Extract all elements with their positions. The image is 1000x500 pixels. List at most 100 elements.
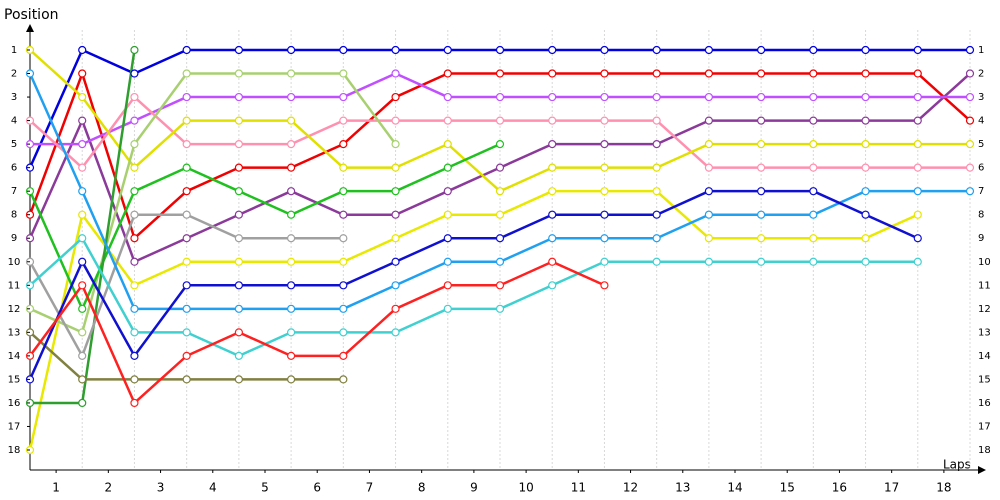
lap-marker [339, 69, 348, 78]
lap-marker [704, 69, 713, 78]
lap-marker [861, 45, 870, 55]
lap-marker [652, 116, 661, 125]
y-tick-label: 4 [11, 116, 17, 127]
y-tick-label-right: 6 [978, 163, 984, 174]
lap-marker [182, 375, 191, 384]
lap-marker [78, 398, 87, 408]
lap-marker [965, 140, 975, 149]
lap-marker [548, 281, 557, 290]
lap-marker [913, 187, 922, 196]
y-tick-label: 7 [11, 186, 17, 197]
lap-marker [130, 163, 139, 172]
y-tick-label-right: 5 [978, 139, 984, 150]
lap-marker [78, 375, 87, 384]
lap-marker [809, 92, 818, 102]
lap-marker [809, 140, 818, 149]
lap-marker [182, 92, 191, 102]
lap-marker [757, 92, 766, 102]
lap-marker [443, 116, 452, 125]
lap-marker [78, 210, 87, 219]
lap-marker [78, 257, 87, 266]
lap-marker [495, 257, 505, 266]
lap-marker [130, 351, 139, 360]
lap-marker [287, 92, 296, 102]
x-tick-label: 11 [571, 481, 586, 495]
lap-marker [757, 187, 766, 196]
lap-marker [130, 234, 139, 243]
lap-marker [234, 328, 243, 337]
lap-marker [287, 234, 296, 243]
lap-marker [757, 234, 766, 243]
lap-marker [78, 116, 87, 125]
y-tick-label: 9 [11, 233, 17, 244]
lap-marker [443, 304, 452, 313]
y-tick-label: 1 [11, 45, 17, 56]
lap-marker [130, 398, 139, 408]
lap-marker [234, 140, 243, 149]
lap-marker [287, 187, 296, 196]
lap-marker [548, 69, 557, 78]
lap-marker [652, 92, 661, 102]
lap-marker [287, 45, 296, 55]
x-tick-label: 5 [261, 481, 269, 495]
x-tick-label: 18 [936, 481, 951, 495]
lap-marker [495, 210, 505, 219]
y-tick-label: 8 [11, 210, 17, 221]
lap-marker [548, 210, 557, 219]
lap-marker [234, 234, 243, 243]
series-line [28, 189, 919, 380]
y-tick-label: 2 [11, 69, 17, 80]
y-tick-label: 11 [8, 280, 21, 291]
lap-marker [391, 163, 400, 172]
lap-marker [130, 45, 139, 55]
lap-marker [391, 140, 400, 149]
lap-marker [182, 328, 191, 337]
lap-marker [600, 116, 609, 125]
lap-marker [339, 92, 348, 102]
lap-marker [495, 92, 505, 102]
lap-marker [339, 210, 348, 219]
y-tick-label: 5 [11, 139, 17, 150]
lap-marker [287, 140, 296, 149]
lap-marker [704, 187, 713, 196]
lap-marker [861, 92, 870, 102]
lap-marker [391, 257, 400, 266]
lap-marker [78, 234, 87, 243]
lap-marker [339, 328, 348, 337]
grid [29, 30, 971, 470]
lap-marker [965, 45, 975, 55]
lap-marker [652, 257, 661, 266]
lap-marker [495, 187, 505, 196]
x-tick-label: 2 [105, 481, 113, 495]
lap-marker [287, 375, 296, 384]
lap-marker [391, 281, 400, 290]
lap-marker [704, 257, 713, 266]
lap-marker [913, 116, 922, 125]
lap-marker [130, 187, 139, 196]
lap-marker [130, 375, 139, 384]
lap-marker [861, 140, 870, 149]
series-markers [25, 45, 975, 455]
lap-marker [600, 92, 609, 102]
lap-marker [548, 257, 557, 266]
lap-marker [182, 234, 191, 243]
lap-marker [130, 92, 139, 102]
lap-marker [600, 281, 609, 290]
lap-marker [704, 163, 713, 172]
lap-marker [548, 234, 557, 243]
lap-marker [339, 187, 348, 196]
lap-marker [652, 69, 661, 78]
lap-marker [443, 257, 452, 266]
lap-marker [130, 257, 139, 266]
lap-marker [182, 187, 191, 196]
lap-marker [130, 210, 139, 219]
lap-marker [809, 210, 818, 219]
lap-marker [130, 140, 139, 149]
lap-marker [443, 210, 452, 219]
lap-marker [965, 187, 975, 196]
lap-marker [78, 304, 87, 313]
lap-marker [287, 351, 296, 360]
lap-marker [809, 45, 818, 55]
lap-marker [495, 116, 505, 125]
